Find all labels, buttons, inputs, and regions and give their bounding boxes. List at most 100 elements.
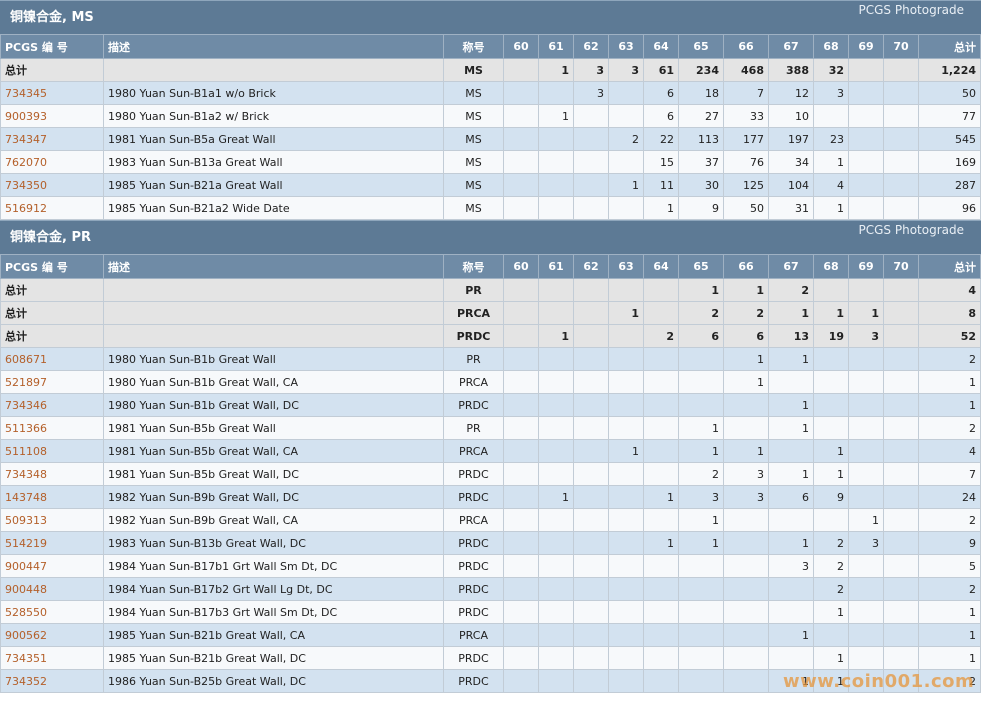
column-header[interactable]: 67 [768,34,814,59]
grade-count-cell: 2 [813,577,849,601]
column-header[interactable]: 64 [643,254,679,279]
grade-count-cell [573,531,609,555]
pcgs-code-link[interactable]: 608671 [5,352,47,366]
grade-count-cell [573,485,609,509]
grade-count-cell [503,485,539,509]
column-header[interactable]: 61 [538,254,574,279]
grade-count-cell [848,370,884,394]
column-header[interactable]: 总计 [918,254,981,279]
grade-count-cell [608,196,644,220]
column-header[interactable]: 70 [883,34,919,59]
pcgs-code-link[interactable]: 900448 [5,582,47,596]
photograde-link[interactable]: PCGS Photograde [858,3,964,17]
grade-count-cell: 1 [768,393,814,417]
pcgs-code-link[interactable]: 514219 [5,536,47,550]
column-header[interactable]: 66 [723,34,769,59]
grade-count-cell: 1 [608,439,644,463]
pcgs-code-link[interactable]: 900562 [5,628,47,642]
grade-count-cell [573,173,609,197]
column-header[interactable]: 65 [678,254,724,279]
photograde-link[interactable]: PCGS Photograde [858,223,964,237]
grade-count-cell: 3 [573,58,609,82]
description-cell: 1980 Yuan Sun-B1b Great Wall, DC [103,393,444,417]
column-header[interactable]: 69 [848,254,884,279]
pcgs-code-link[interactable]: 734345 [5,86,47,100]
pcgs-code-link[interactable]: 509313 [5,513,47,527]
column-header[interactable]: 64 [643,34,679,59]
grade-count-cell [643,508,679,532]
grade-count-cell [678,370,724,394]
grade-count-cell [608,150,644,174]
column-header[interactable]: 66 [723,254,769,279]
pcgs-code-link[interactable]: 762070 [5,155,47,169]
column-header[interactable]: 62 [573,254,609,279]
grade-count-cell: 1 [723,347,769,371]
column-header[interactable]: 63 [608,34,644,59]
grade-count-cell: 1 [538,104,574,128]
column-header[interactable]: 描述 [103,34,444,59]
column-header[interactable]: 总计 [918,34,981,59]
grade-count-cell [768,646,814,670]
grade-count-cell: 31 [768,196,814,220]
grade-count-cell: 1 [678,531,724,555]
grade-count-cell [573,301,609,325]
grade-count-cell [503,646,539,670]
column-header[interactable]: 70 [883,254,919,279]
pcgs-code-link[interactable]: 734351 [5,651,47,665]
column-header[interactable]: 63 [608,254,644,279]
description-cell: 1984 Yuan Sun-B17b3 Grt Wall Sm Dt, DC [103,600,444,624]
column-header[interactable]: 68 [813,34,849,59]
pcgs-code-link[interactable]: 511366 [5,421,47,435]
pcgs-code-link[interactable]: 734346 [5,398,47,412]
column-header[interactable]: 称号 [443,254,504,279]
grade-count-cell [848,173,884,197]
column-header[interactable]: 61 [538,34,574,59]
grade-count-cell [883,58,919,82]
grade-count-cell [573,347,609,371]
designation-cell: MS [443,173,504,197]
column-header[interactable]: PCGS 编 号 [0,254,104,279]
pcgs-code-link[interactable]: 511108 [5,444,47,458]
column-header[interactable]: PCGS 编 号 [0,34,104,59]
column-header[interactable]: 称号 [443,34,504,59]
grade-count-cell [503,577,539,601]
pcgs-code-link[interactable]: 734352 [5,674,47,688]
total-count-cell: 287 [918,173,981,197]
grade-count-cell [848,577,884,601]
total-count-cell: 4 [918,278,981,302]
grade-count-cell [723,508,769,532]
column-header[interactable]: 68 [813,254,849,279]
column-header[interactable]: 69 [848,34,884,59]
pcgs-code-cell: 734350 [0,173,104,197]
column-header[interactable]: 描述 [103,254,444,279]
description-cell: 1985 Yuan Sun-B21a2 Wide Date [103,196,444,220]
column-header[interactable]: 60 [503,254,539,279]
pcgs-code-link[interactable]: 143748 [5,490,47,504]
pcgs-code-link[interactable]: 734348 [5,467,47,481]
grade-count-cell [573,508,609,532]
pcgs-code-link[interactable]: 734347 [5,132,47,146]
grade-count-cell [678,600,724,624]
pcgs-code-link[interactable]: 516912 [5,201,47,215]
grade-count-cell [883,623,919,647]
grade-count-cell [883,439,919,463]
grade-count-cell: 1 [678,416,724,440]
grade-count-cell [573,278,609,302]
column-header[interactable]: 62 [573,34,609,59]
grade-count-cell: 1 [723,370,769,394]
pcgs-code-link[interactable]: 521897 [5,375,47,389]
column-header[interactable]: 65 [678,34,724,59]
table-row: 608671 1980 Yuan Sun-B1b Great Wall PR 1 1 2 [0,347,981,371]
table-row: 734345 1980 Yuan Sun-B1a1 w/o Brick MS 3 6 18… [0,81,981,105]
grade-count-cell: 1 [538,324,574,348]
pcgs-code-link[interactable]: 734350 [5,178,47,192]
pcgs-code-link[interactable]: 900393 [5,109,47,123]
pcgs-code-link[interactable]: 900447 [5,559,47,573]
column-header[interactable]: 67 [768,254,814,279]
grade-count-cell [643,393,679,417]
table-row: 734351 1985 Yuan Sun-B21b Great Wall, DC P… [0,646,981,670]
column-header[interactable]: 60 [503,34,539,59]
table-row: 900562 1985 Yuan Sun-B21b Great Wall, CA P… [0,623,981,647]
pcgs-code-link[interactable]: 528550 [5,605,47,619]
pcgs-code-cell: 762070 [0,150,104,174]
